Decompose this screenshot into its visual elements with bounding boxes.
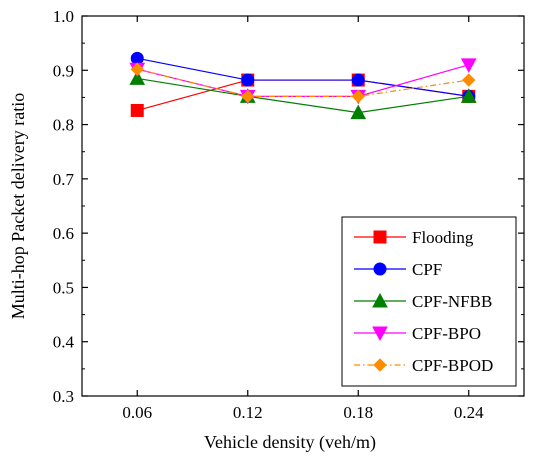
legend-label-cpf: CPF: [412, 260, 442, 279]
data-point-cpf-bpod: [351, 89, 365, 104]
series-line-cpf-bpod: [137, 68, 469, 97]
x-axis-title: Vehicle density (veh/m): [204, 432, 376, 453]
x-tick-label: 0.18: [343, 403, 373, 422]
y-tick-label: 0.7: [53, 170, 75, 189]
data-point-cpf-nfbb: [129, 70, 146, 85]
y-tick-label: 0.8: [53, 116, 74, 135]
plot-border: [81, 15, 525, 397]
x-tick-label: 0.12: [233, 403, 263, 422]
plot-frame: [81, 15, 525, 397]
data-point-cpf-bpod: [241, 89, 255, 104]
series-line-cpf-nfbb: [137, 77, 469, 114]
data-point-cpf: [241, 73, 255, 87]
data-point-flooding: [130, 103, 144, 117]
legend-label-cpf-nfbb: CPF-NFBB: [412, 292, 492, 311]
legend-marker-cpf-bpo: [372, 326, 388, 342]
plot-area: [129, 51, 477, 120]
data-point-cpf-bpo: [460, 58, 477, 73]
legend-label-flooding: Flooding: [412, 228, 474, 247]
series-line-cpf: [137, 57, 469, 97]
y-axis-title: Multi-hop Packet delivery ratio: [8, 93, 28, 319]
data-point-cpf-nfbb: [460, 88, 477, 103]
data-point-cpf-bpod: [462, 73, 476, 87]
data-point-cpf-nfbb: [350, 104, 367, 120]
series-line-flooding: [137, 79, 469, 112]
x-tick-label: 0.06: [122, 403, 152, 422]
legend-marker-cpf-bpod: [373, 358, 387, 372]
y-tick-label: 0.4: [53, 333, 75, 352]
legend: Flooding CPF CPF-NFBB CPF-BPO CPF-BPOD: [341, 216, 517, 387]
data-point-cpf: [351, 73, 365, 87]
legend-label-cpf-bpod: CPF-BPOD: [412, 356, 493, 375]
axis-ticks: 0.3 0.4 0.5 0.6 0.7 0.8 0.9 1.0 0.06 0.12 0.18 0.24: [53, 7, 524, 422]
y-tick-label: 0.5: [53, 278, 74, 297]
legend-marker-cpf: [373, 262, 387, 276]
legend-label-cpf-bpo: CPF-BPO: [412, 324, 481, 343]
y-tick-label: 0.9: [53, 61, 74, 80]
y-tick-label: 1.0: [53, 7, 74, 26]
x-tick-label: 0.24: [454, 403, 484, 422]
y-tick-label: 0.3: [53, 387, 74, 406]
data-point-cpf-bpod: [130, 62, 144, 76]
legend-marker-flooding: [373, 230, 387, 244]
legend-marker-cpf-nfbb: [372, 292, 388, 308]
y-tick-label: 0.6: [53, 224, 74, 243]
